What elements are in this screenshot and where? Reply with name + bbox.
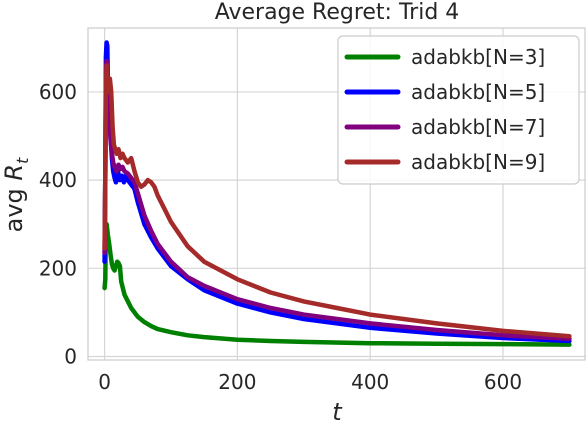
y-axis-title-sub: t <box>13 157 32 164</box>
x-tick-label: 200 <box>218 370 256 394</box>
y-axis-title: avg Rt <box>0 157 32 232</box>
legend-label: adabkb[N=5] <box>411 80 545 104</box>
y-tick-label: 600 <box>39 80 77 104</box>
legend: adabkb[N=3] adabkb[N=5] adabkb[N=7] adabkb[… <box>338 36 579 184</box>
x-tick-label: 400 <box>351 370 389 394</box>
y-tick-label: 200 <box>39 256 77 280</box>
x-tick-label: 0 <box>98 370 111 394</box>
legend-label: adabkb[N=9] <box>411 150 545 174</box>
y-tick-label: 0 <box>64 344 77 368</box>
series-line-1 <box>105 224 570 344</box>
x-axis-title: t <box>332 398 343 426</box>
y-tick-label: 400 <box>39 168 77 192</box>
y-axis-title-var: R <box>0 164 28 181</box>
chart-title: Average Regret: Trid 4 <box>215 0 460 25</box>
legend-label: adabkb[N=7] <box>411 115 545 139</box>
x-tick-label: 600 <box>484 370 522 394</box>
legend-label: adabkb[N=3] <box>411 45 545 69</box>
y-axis-title-prefix: avg <box>0 181 28 233</box>
